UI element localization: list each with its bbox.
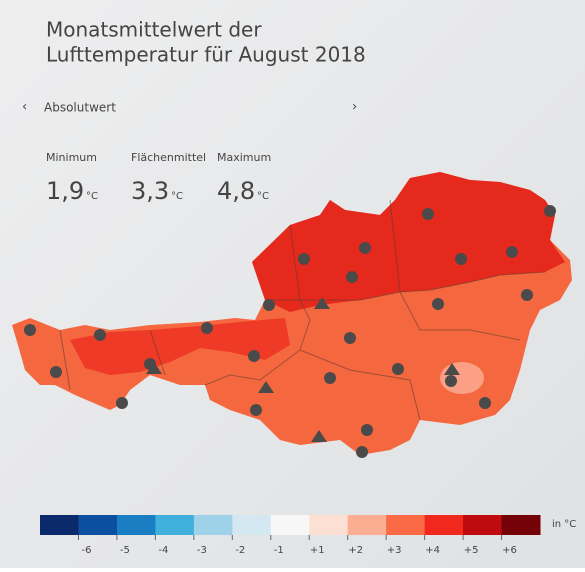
station — [506, 246, 518, 258]
station-triangle — [314, 297, 330, 309]
stat-value: 1,9 — [46, 177, 84, 205]
station — [361, 424, 373, 436]
legend-tick-label: +6 — [502, 545, 517, 556]
legend-swatch — [501, 515, 541, 535]
legend-tick-label: +4 — [425, 545, 440, 556]
prev-arrow[interactable]: ‹ — [22, 100, 27, 115]
legend-swatch — [78, 515, 118, 535]
station — [94, 329, 106, 341]
legend-tick-label: -3 — [197, 545, 207, 556]
legend-swatch — [347, 515, 387, 535]
nav-label: Absolutwert — [44, 101, 116, 115]
legend-swatch — [424, 515, 464, 535]
legend-tick-label: -6 — [81, 545, 91, 556]
map — [12, 172, 572, 458]
stat-label: Minimum — [46, 151, 97, 164]
warm-region — [70, 318, 290, 375]
legend-tick-label: -5 — [120, 545, 130, 556]
station — [298, 253, 310, 265]
station — [432, 298, 444, 310]
legend-swatch — [270, 515, 310, 535]
title: Lufttemperatur für August 2018 — [46, 43, 366, 67]
legend-swatch — [116, 515, 156, 535]
station — [392, 363, 404, 375]
legend-tick-label: -2 — [235, 545, 245, 556]
stat-value: 4,8 — [217, 177, 255, 205]
stat-label: Maximum — [217, 151, 271, 164]
station — [455, 253, 467, 265]
station — [250, 404, 262, 416]
legend-swatch — [232, 515, 272, 535]
legend-tick-label: -1 — [274, 545, 284, 556]
station — [346, 271, 358, 283]
station-triangle — [444, 363, 460, 375]
legend-swatch — [386, 515, 426, 535]
station — [356, 446, 368, 458]
station — [344, 332, 356, 344]
station-triangle — [311, 430, 327, 442]
station — [201, 322, 213, 334]
legend-tick-label: +5 — [464, 545, 479, 556]
legend: in °C -6 -5 -4 -3 -2 -1 +1 +2 +3 +4 +5 +6 — [40, 515, 576, 556]
stat-unit: °C — [257, 191, 269, 202]
station — [359, 242, 371, 254]
station — [116, 397, 128, 409]
stat-unit: °C — [171, 191, 183, 202]
station — [24, 324, 36, 336]
legend-unit: in °C — [552, 519, 576, 530]
station — [248, 350, 260, 362]
legend-swatch — [155, 515, 195, 535]
station — [521, 289, 533, 301]
station — [479, 397, 491, 409]
legend-swatch — [193, 515, 233, 535]
warm-region — [252, 172, 565, 312]
stations — [24, 205, 556, 458]
station-triangle — [146, 362, 162, 374]
station — [544, 205, 556, 217]
title: Monatsmittelwert der — [46, 18, 262, 42]
legend-tick-label: -4 — [158, 545, 168, 556]
station — [445, 375, 457, 387]
legend-tick-label: +2 — [348, 545, 363, 556]
station — [324, 372, 336, 384]
station-triangle — [258, 381, 274, 393]
station — [50, 366, 62, 378]
stat-label: Flächenmittel — [131, 151, 206, 164]
legend-swatch — [463, 515, 503, 535]
legend-swatch — [40, 515, 79, 535]
border — [59, 199, 546, 421]
stats: Minimum 1,9 °C Flächenmittel 3,3 °C Maxi… — [46, 151, 271, 205]
legend-swatch — [309, 515, 349, 535]
stat-unit: °C — [86, 191, 98, 202]
legend-tick-label: +1 — [310, 545, 325, 556]
stat-value: 3,3 — [131, 177, 169, 205]
station — [263, 299, 275, 311]
station — [422, 208, 434, 220]
legend-tick-label: +3 — [387, 545, 402, 556]
next-arrow[interactable]: › — [352, 100, 357, 115]
